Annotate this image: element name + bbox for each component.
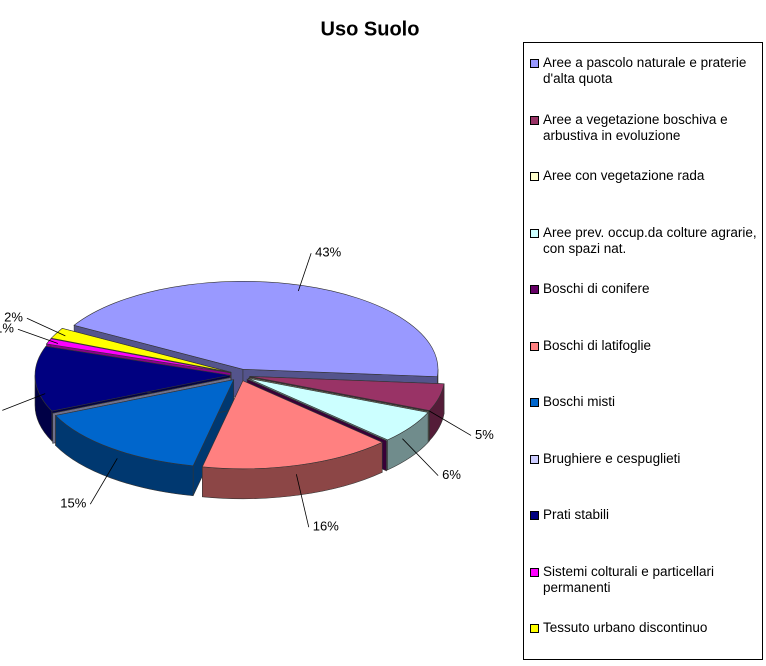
leader-line [2, 393, 46, 411]
slice-top [201, 380, 383, 470]
leader-line [26, 317, 66, 337]
slice-top [54, 379, 235, 467]
slice-top [52, 377, 231, 414]
data-label: 1% [0, 321, 14, 336]
legend-swatch [530, 454, 539, 464]
legend-item: Aree prev. occup.da colture agrarie, con… [530, 225, 762, 257]
legend-item: Aree con vegetazione rada [530, 168, 762, 184]
data-label: 2% [4, 310, 23, 325]
legend-label: Brughiere e cespuglieti [543, 450, 681, 466]
leader-line [295, 474, 310, 528]
legend-swatch [530, 567, 539, 577]
legend-swatch [530, 341, 539, 351]
legend-item: Prati stabili [530, 507, 762, 523]
legend: Aree a pascolo naturale e praterie d'alt… [523, 42, 763, 660]
slice-top [248, 378, 429, 441]
slice-top [45, 338, 231, 374]
legend-swatch [530, 285, 539, 294]
legend-item: Boschi di latifoglie [530, 338, 762, 354]
legend-label: Boschi misti [543, 394, 616, 409]
legend-label: Tessuto urbano discontinuo [543, 620, 708, 635]
slice-top [73, 280, 439, 377]
legend-label: Boschi di latifoglie [543, 337, 652, 353]
leader-line [429, 410, 472, 436]
legend-item: Brughiere e cespuglieti [530, 451, 762, 467]
legend-item: Tessuto urbano discontinuo [530, 620, 762, 636]
slice-top [249, 376, 445, 411]
legend-label: Aree a vegetazione boschiva e arbustiva … [543, 111, 728, 143]
legend-item: Boschi di conifere [530, 281, 762, 297]
legend-swatch [530, 115, 539, 125]
leader-line [402, 438, 439, 476]
legend-swatch [530, 59, 539, 68]
legend-swatch [530, 172, 539, 181]
leader-line [297, 253, 312, 292]
legend-label: Aree con vegetazione rada [543, 168, 705, 183]
legend-label: Aree a pascolo naturale e praterie d'alt… [543, 55, 747, 86]
legend-item: Aree a pascolo naturale e praterie d'alt… [530, 55, 762, 87]
legend-item: Aree a vegetazione boschiva e arbustiva … [530, 112, 762, 144]
slice-top [247, 378, 387, 442]
leader-line [89, 458, 118, 505]
legend-swatch [530, 228, 539, 238]
legend-item: Boschi misti [530, 394, 762, 410]
pie-slice [54, 379, 235, 497]
legend-label: Prati stabili [543, 507, 610, 522]
chart-title: Uso Suolo [321, 18, 420, 40]
legend-label: Sistemi colturali e particellari permane… [543, 563, 715, 595]
slice-top [50, 328, 232, 373]
pie-slice [201, 380, 383, 500]
chart: Uso Suolo 43%5%6%16%15%12%1%2% [0, 18, 494, 534]
slice-top [249, 377, 430, 412]
data-label: 15% [60, 496, 86, 511]
leader-line [17, 328, 59, 344]
data-label: 5% [475, 427, 494, 442]
legend-label: Boschi di conifere [543, 281, 650, 296]
legend-swatch [530, 398, 539, 407]
data-label: 43% [315, 245, 341, 260]
data-label: 6% [442, 467, 461, 482]
legend-label: Aree prev. occup.da colture agrarie, con… [543, 224, 757, 256]
data-label: 16% [313, 519, 339, 534]
legend-swatch [530, 511, 539, 520]
legend-item: Sistemi colturali e particellari permane… [530, 564, 762, 596]
slice-top [34, 345, 231, 412]
legend-swatch [530, 624, 539, 633]
